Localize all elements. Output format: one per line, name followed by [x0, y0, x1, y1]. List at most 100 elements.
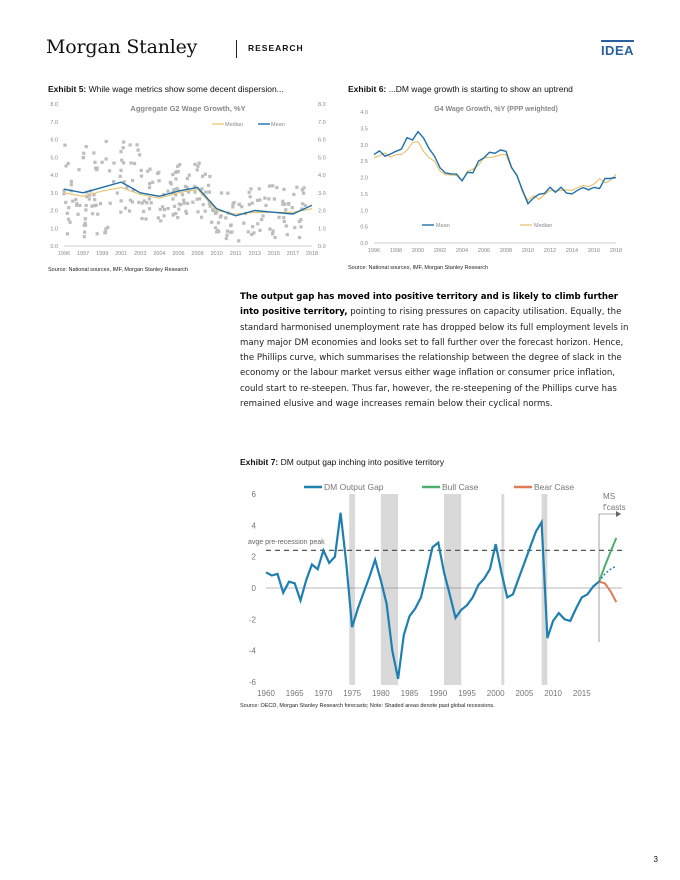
- series-line-base: [598, 565, 617, 583]
- scatter-point: [172, 204, 177, 208]
- x-tick-label: 2000: [412, 248, 424, 254]
- scatter-point: [146, 169, 150, 173]
- scatter-point: [230, 230, 234, 234]
- scatter-point: [95, 168, 99, 172]
- scatter-point: [297, 235, 302, 240]
- scatter-point: [231, 202, 235, 206]
- scatter-point: [250, 201, 254, 205]
- y-tick-left: 8.0: [50, 102, 58, 108]
- scatter-point: [247, 190, 251, 195]
- scatter-point: [78, 203, 82, 208]
- scatter-point: [123, 206, 128, 210]
- scatter-point: [81, 155, 85, 160]
- scatter-point: [258, 198, 262, 202]
- scatter-point: [137, 200, 141, 204]
- x-tick-label: 1965: [286, 689, 304, 698]
- scatter-point: [174, 193, 178, 197]
- y-tick-label: -2: [249, 615, 257, 624]
- scatter-point: [197, 161, 201, 165]
- scatter-point: [177, 207, 181, 211]
- scatter-point: [148, 182, 152, 186]
- scatter-point: [92, 193, 96, 197]
- legend-label-mean: Mean: [271, 122, 285, 128]
- x-tick-label: 1985: [401, 689, 419, 698]
- scatter-point: [287, 201, 291, 206]
- scatter-point: [129, 161, 133, 165]
- x-tick-label: 2013: [249, 251, 261, 257]
- scatter-point: [184, 209, 188, 213]
- scatter-point: [85, 194, 89, 199]
- scatter-point: [62, 188, 66, 192]
- y-tick-label: 0.5: [360, 225, 368, 231]
- scatter-point: [302, 186, 306, 190]
- scatter-point: [131, 188, 135, 192]
- x-tick-label: 2010: [522, 248, 534, 254]
- x-tick-label: 2018: [306, 251, 318, 257]
- x-tick-label: 2017: [287, 251, 299, 257]
- scatter-point: [176, 188, 180, 192]
- scatter-point: [82, 235, 86, 239]
- scatter-point: [162, 214, 166, 218]
- scatter-point: [214, 210, 219, 214]
- scatter-point: [93, 198, 97, 202]
- scatter-point: [173, 170, 178, 175]
- x-tick-label: 1960: [257, 689, 275, 698]
- scatter-point: [249, 187, 253, 191]
- scatter-point: [82, 151, 86, 155]
- x-tick-label: 2008: [500, 248, 512, 254]
- scatter-point: [186, 190, 191, 194]
- scatter-point: [119, 150, 123, 154]
- scatter-point: [103, 230, 108, 234]
- scatter-point: [299, 218, 303, 222]
- x-tick-label: 2005: [515, 689, 533, 698]
- y-tick-left: 2.0: [50, 209, 58, 215]
- scatter-point: [159, 219, 163, 223]
- scatter-point: [67, 206, 71, 210]
- scatter-point: [261, 214, 265, 218]
- scatter-point: [204, 190, 208, 194]
- scatter-point: [171, 172, 175, 177]
- scatter-point: [252, 231, 256, 235]
- x-tick-label: 2010: [210, 251, 222, 257]
- scatter-point: [282, 219, 286, 224]
- scatter-point: [145, 201, 149, 205]
- y-tick-label: 4.0: [360, 110, 368, 116]
- scatter-point: [104, 157, 108, 161]
- scatter-point: [178, 163, 182, 167]
- y-tick-label: 4: [252, 521, 257, 530]
- scatter-point: [166, 189, 170, 193]
- y-tick-label: 0.0: [360, 241, 368, 247]
- scatter-point: [229, 223, 233, 227]
- scatter-point: [231, 205, 235, 209]
- scatter-point: [96, 212, 100, 216]
- scatter-point: [277, 215, 281, 219]
- scatter-point: [125, 186, 129, 190]
- scatter-point: [300, 188, 304, 192]
- scatter-point: [207, 190, 212, 194]
- scatter-point: [98, 202, 103, 206]
- scatter-point: [139, 174, 144, 178]
- scatter-point: [225, 229, 229, 233]
- scatter-point: [76, 212, 80, 216]
- scatter-point: [225, 233, 229, 237]
- page-header: Morgan Stanley RESEARCH IDEA: [46, 36, 636, 66]
- x-tick-label: 2006: [478, 248, 490, 254]
- forecast-annotation-line2: f'casts: [603, 503, 625, 512]
- idea-tag: IDEA: [600, 40, 634, 58]
- scatter-point: [175, 186, 179, 191]
- y-tick-label: 6: [252, 490, 257, 499]
- scatter-point: [282, 187, 286, 191]
- scatter-point: [215, 230, 219, 234]
- recession-band: [380, 494, 399, 685]
- scatter-point: [162, 208, 167, 212]
- scatter-point: [115, 191, 119, 195]
- scatter-point: [193, 184, 197, 189]
- scatter-point: [300, 202, 305, 206]
- exhibit7-source: Source: OECD, Morgan Stanley Research fo…: [240, 703, 495, 709]
- x-tick-label: 1975: [343, 689, 361, 698]
- exhibit5-source: Source: National sources, IMF, Morgan St…: [48, 267, 189, 273]
- scatter-point: [198, 197, 202, 201]
- scatter-point: [69, 179, 73, 183]
- scatter-point: [119, 210, 123, 214]
- scatter-point: [281, 202, 285, 206]
